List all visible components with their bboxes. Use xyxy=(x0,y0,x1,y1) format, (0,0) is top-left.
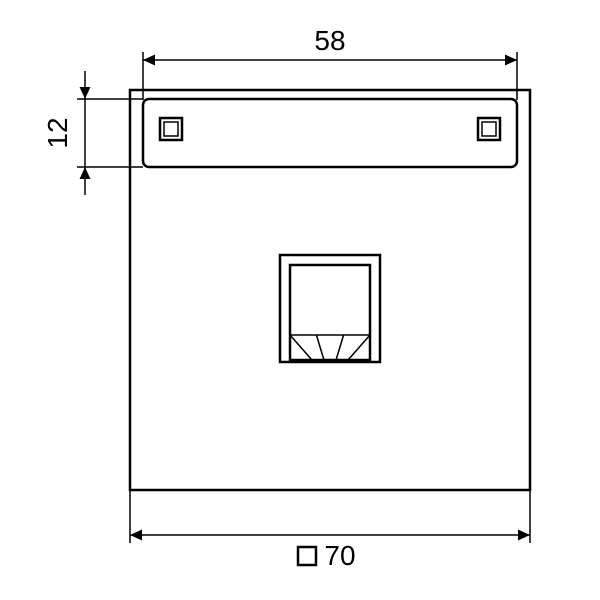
plate-outline xyxy=(130,90,530,490)
port-outer xyxy=(280,255,380,362)
square-symbol-icon xyxy=(298,547,316,565)
dim-value-top: 58 xyxy=(314,25,345,56)
dim-value-left: 12 xyxy=(42,117,73,148)
svg-text:70: 70 xyxy=(324,540,355,571)
label-panel xyxy=(143,99,517,167)
port-inner xyxy=(290,265,370,360)
technical-drawing: 58 12 70 xyxy=(0,0,600,600)
dim-value-bottom: 70 xyxy=(298,540,356,571)
